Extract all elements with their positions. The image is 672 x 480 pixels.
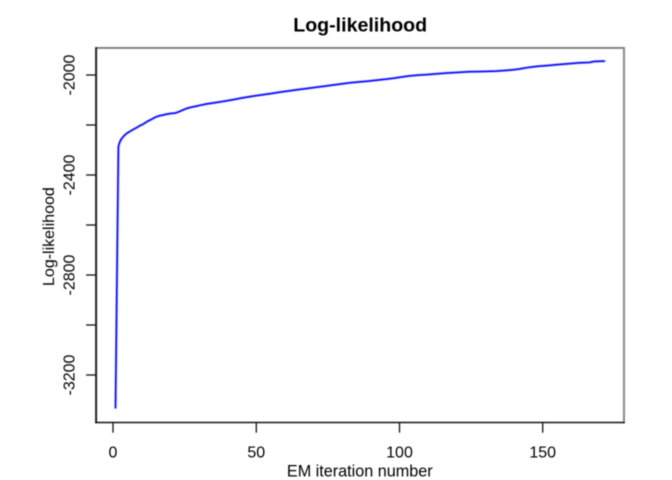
svg-text:-3200: -3200	[62, 354, 79, 395]
svg-text:0: 0	[109, 445, 118, 462]
svg-text:EM iteration number: EM iteration number	[287, 463, 433, 480]
svg-text:-2400: -2400	[62, 154, 79, 195]
svg-text:Log-likelihood: Log-likelihood	[41, 187, 58, 286]
svg-text:-2000: -2000	[62, 54, 79, 95]
svg-text:50: 50	[247, 445, 265, 462]
svg-text:-2800: -2800	[62, 254, 79, 295]
svg-text:100: 100	[386, 445, 413, 462]
svg-text:150: 150	[529, 445, 556, 462]
svg-text:Log-likelihood: Log-likelihood	[293, 15, 427, 37]
